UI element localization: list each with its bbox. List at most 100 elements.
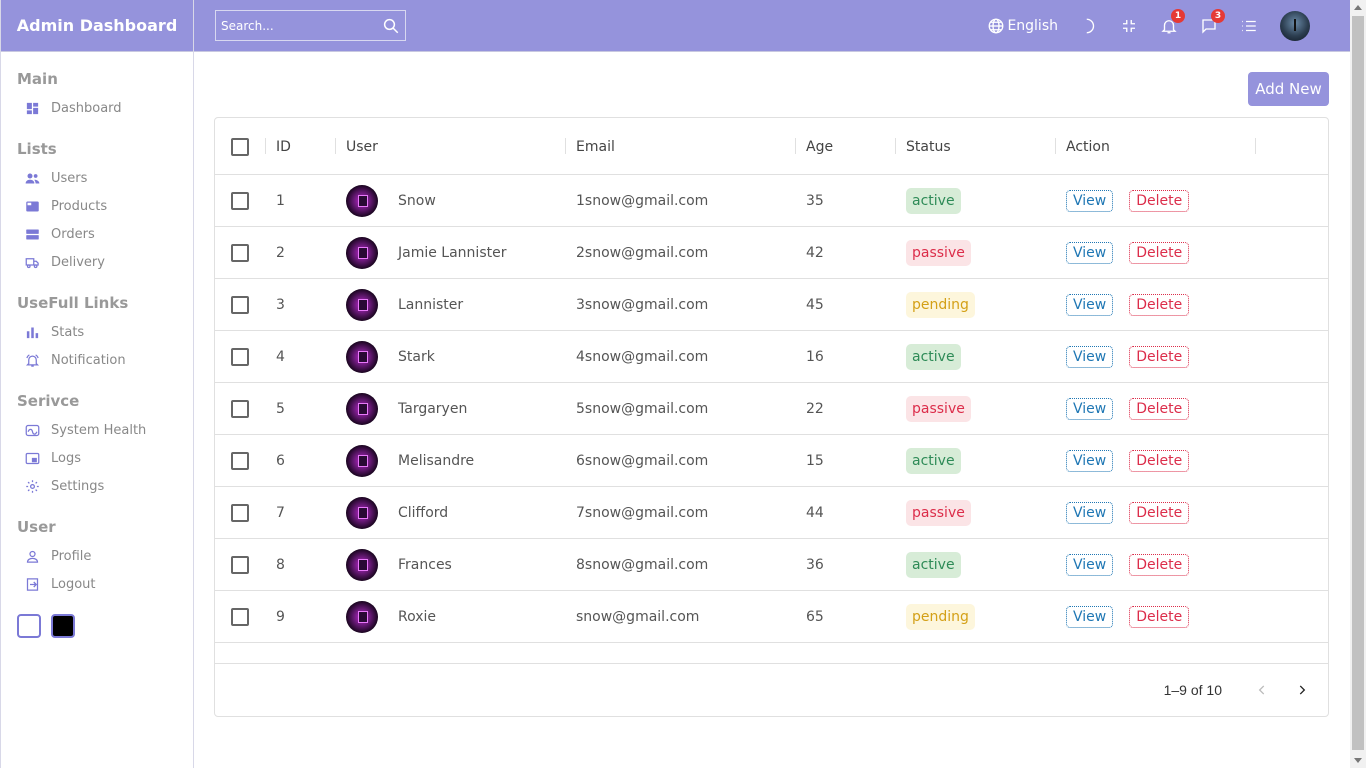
light-theme-button[interactable] bbox=[17, 614, 41, 638]
table-row[interactable]: 6 Melisandre 6snow@gmail.com 15 active View De… bbox=[215, 435, 1328, 487]
sidebar-item-label: Stats bbox=[51, 324, 85, 340]
list-menu-button[interactable] bbox=[1240, 17, 1258, 35]
select-all-checkbox[interactable] bbox=[231, 137, 249, 156]
sidebar-item-dashboard[interactable]: Dashboard bbox=[17, 94, 193, 122]
sidebar-item-logs[interactable]: Logs bbox=[17, 444, 193, 472]
status-cell: active bbox=[906, 331, 961, 383]
table-row[interactable]: 8 Frances 8snow@gmail.com 36 active View Delet… bbox=[215, 539, 1328, 591]
language-selector[interactable]: English bbox=[987, 17, 1058, 35]
delete-button[interactable]: Delete bbox=[1129, 450, 1190, 472]
table-row[interactable]: 9 Roxie snow@gmail.com 65 pending View Delete bbox=[215, 591, 1328, 643]
column-separator[interactable] bbox=[565, 138, 566, 154]
id-cell: 4 bbox=[276, 349, 285, 365]
search-input[interactable] bbox=[221, 18, 382, 33]
row-checkbox[interactable] bbox=[231, 452, 249, 470]
notifications-button[interactable]: 1 bbox=[1160, 8, 1185, 35]
view-button[interactable]: View bbox=[1066, 346, 1114, 368]
table-row[interactable]: 5 Targaryen 5snow@gmail.com 22 passive View De… bbox=[215, 383, 1328, 435]
age-cell: 42 bbox=[806, 245, 824, 261]
table-row[interactable]: 4 Stark 4snow@gmail.com 16 active View Delete bbox=[215, 331, 1328, 383]
scroll-thumb[interactable] bbox=[1352, 16, 1364, 750]
select-cell bbox=[231, 487, 249, 539]
next-page-button[interactable] bbox=[1290, 678, 1314, 702]
row-checkbox[interactable] bbox=[231, 244, 249, 262]
row-checkbox[interactable] bbox=[231, 400, 249, 418]
column-separator[interactable] bbox=[795, 138, 796, 154]
status-cell: pending bbox=[906, 279, 975, 331]
scroll-down-arrow[interactable] bbox=[1354, 758, 1362, 763]
view-button[interactable]: View bbox=[1066, 502, 1114, 524]
row-checkbox[interactable] bbox=[231, 296, 249, 314]
column-separator[interactable] bbox=[895, 138, 896, 154]
search-box bbox=[215, 10, 406, 41]
logo[interactable]: Admin Dashboard bbox=[16, 16, 178, 35]
delete-button[interactable]: Delete bbox=[1129, 502, 1190, 524]
scrollbar[interactable] bbox=[1350, 0, 1366, 768]
scroll-up-arrow[interactable] bbox=[1354, 5, 1362, 10]
row-checkbox[interactable] bbox=[231, 504, 249, 522]
view-button[interactable]: View bbox=[1066, 294, 1114, 316]
column-separator[interactable] bbox=[265, 138, 266, 154]
sidebar: Admin Dashboard Main Dashboard Lists Users P… bbox=[0, 0, 194, 768]
column-header-action[interactable]: Action bbox=[1066, 138, 1110, 155]
add-new-button[interactable]: Add New bbox=[1248, 72, 1329, 106]
column-header-age[interactable]: Age bbox=[806, 138, 834, 155]
view-button[interactable]: View bbox=[1066, 242, 1114, 264]
email-cell: snow@gmail.com bbox=[576, 609, 700, 625]
column-separator[interactable] bbox=[335, 138, 336, 154]
column-header-id[interactable]: ID bbox=[276, 138, 291, 155]
previous-page-button[interactable] bbox=[1250, 678, 1274, 702]
column-separator[interactable] bbox=[1055, 138, 1056, 154]
column-header-status[interactable]: Status bbox=[906, 138, 951, 155]
sidebar-item-settings[interactable]: Settings bbox=[17, 472, 193, 500]
view-button[interactable]: View bbox=[1066, 450, 1114, 472]
sidebar-item-logout[interactable]: Logout bbox=[17, 570, 193, 598]
delete-button[interactable]: Delete bbox=[1129, 554, 1190, 576]
column-header-email[interactable]: Email bbox=[576, 138, 615, 155]
row-checkbox[interactable] bbox=[231, 192, 249, 210]
delete-button[interactable]: Delete bbox=[1129, 606, 1190, 628]
row-checkbox[interactable] bbox=[231, 556, 249, 574]
table-row[interactable]: 7 Clifford 7snow@gmail.com 44 passive View Del… bbox=[215, 487, 1328, 539]
sidebar-item-users[interactable]: Users bbox=[17, 164, 193, 192]
table-row[interactable]: 3 Lannister 3snow@gmail.com 45 pending View De… bbox=[215, 279, 1328, 331]
dark-mode-toggle[interactable] bbox=[1080, 17, 1098, 35]
sidebar-item-delivery[interactable]: Delivery bbox=[17, 248, 193, 276]
action-cell: View Delete bbox=[1066, 227, 1190, 279]
delete-button[interactable]: Delete bbox=[1129, 346, 1190, 368]
row-checkbox[interactable] bbox=[231, 348, 249, 366]
view-button[interactable]: View bbox=[1066, 190, 1114, 212]
column-header-user[interactable]: User bbox=[346, 138, 378, 155]
sidebar-item-products[interactable]: Products bbox=[17, 192, 193, 220]
view-button[interactable]: View bbox=[1066, 554, 1114, 576]
table-row[interactable]: 2 Jamie Lannister 2snow@gmail.com 42 passive… bbox=[215, 227, 1328, 279]
status-badge: active bbox=[906, 552, 961, 578]
select-cell bbox=[231, 279, 249, 331]
action-cell: View Delete bbox=[1066, 279, 1190, 331]
status-cell: passive bbox=[906, 383, 971, 435]
view-button[interactable]: View bbox=[1066, 398, 1114, 420]
sidebar-item-orders[interactable]: Orders bbox=[17, 220, 193, 248]
dark-theme-button[interactable] bbox=[51, 614, 75, 638]
search-icon[interactable] bbox=[382, 17, 400, 35]
sidebar-item-profile[interactable]: Profile bbox=[17, 542, 193, 570]
user-cell: Lannister bbox=[346, 279, 463, 331]
delete-button[interactable]: Delete bbox=[1129, 294, 1190, 316]
age-cell: 35 bbox=[806, 193, 824, 209]
delete-button[interactable]: Delete bbox=[1129, 398, 1190, 420]
messages-button[interactable]: 3 bbox=[1200, 8, 1225, 35]
delete-button[interactable]: Delete bbox=[1129, 190, 1190, 212]
row-checkbox[interactable] bbox=[231, 608, 249, 626]
action-cell: View Delete bbox=[1066, 175, 1190, 227]
table-row[interactable]: 1 Snow 1snow@gmail.com 35 active View Delete bbox=[215, 175, 1328, 227]
delete-button[interactable]: Delete bbox=[1129, 242, 1190, 264]
column-separator[interactable] bbox=[1255, 138, 1256, 154]
messages-badge: 3 bbox=[1211, 8, 1225, 23]
view-button[interactable]: View bbox=[1066, 606, 1114, 628]
sidebar-item-label: System Health bbox=[51, 422, 147, 438]
sidebar-item-notification[interactable]: Notification bbox=[17, 346, 193, 374]
sidebar-item-stats[interactable]: Stats bbox=[17, 318, 193, 346]
sidebar-item-system-health[interactable]: System Health bbox=[17, 416, 193, 444]
fullscreen-toggle[interactable] bbox=[1120, 17, 1138, 35]
avatar[interactable] bbox=[1280, 10, 1310, 41]
